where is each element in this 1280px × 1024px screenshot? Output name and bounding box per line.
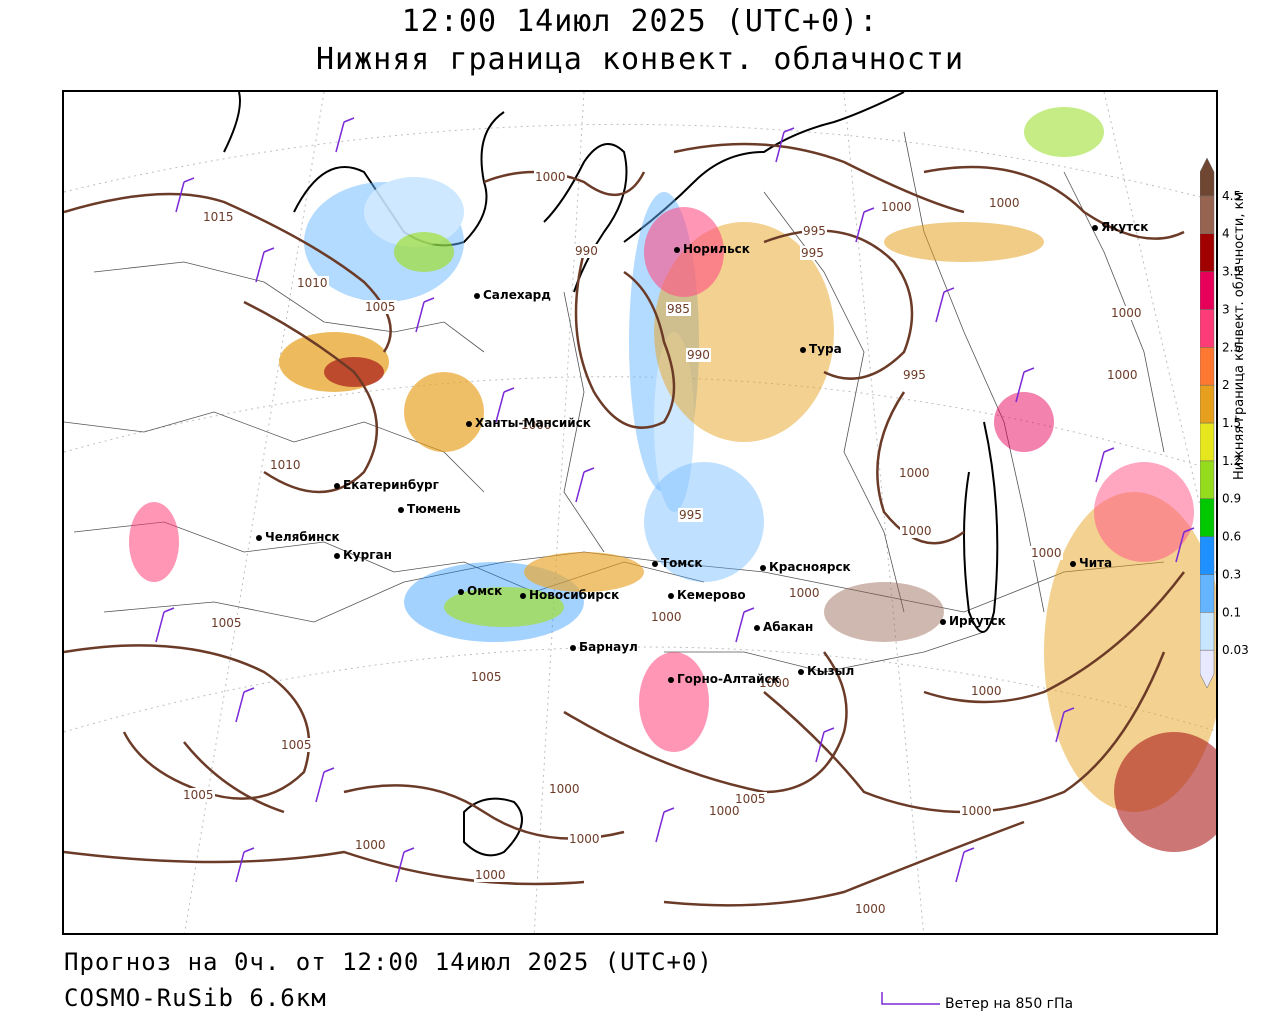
model-caption: COSMO-RuSib 6.6км <box>64 984 327 1012</box>
legend-level-label: 3 <box>1222 302 1230 316</box>
isobar-label: 1000 <box>970 684 1003 698</box>
legend-level-label: 0.1 <box>1222 605 1241 619</box>
isobar-label: 1000 <box>708 804 741 818</box>
city-omsk: Омск <box>458 584 502 598</box>
isobar-label: 1005 <box>280 738 313 752</box>
wind-legend-label: Ветер на 850 гПа <box>945 996 1074 1012</box>
isobar-label: 1000 <box>900 524 933 538</box>
legend-level-label: 0.03 <box>1222 643 1249 657</box>
isobar-label: 1005 <box>364 300 397 314</box>
color-scale-legend: 0.03 0.1 0.3 0.6 0.9 1.2 1.5 2 2.5 3 3.5 4 4.5 <box>1200 158 1249 689</box>
isobar-label: 1000 <box>788 586 821 600</box>
isobar-label: 1000 <box>988 196 1021 210</box>
isobar-label: 1005 <box>210 616 243 630</box>
isobar-label: 1005 <box>470 670 503 684</box>
city-abakan: Абакан <box>754 620 813 634</box>
city-chita: Чита <box>1070 556 1112 570</box>
legend-swatch <box>1200 460 1215 499</box>
map-title-parameter: Нижняя граница конвект. облачности <box>315 42 965 77</box>
legend-level-label: 1.2 <box>1222 454 1241 468</box>
legend-level-label: 0.3 <box>1222 567 1241 581</box>
forecast-caption: Прогноз на 0ч. от 12:00 14июл 2025 (UTC+… <box>64 948 713 976</box>
isobar-label: 1000 <box>1030 546 1063 560</box>
legend-swatch <box>1200 347 1215 386</box>
isobar-label: 1000 <box>898 466 931 480</box>
isobar-label: 990 <box>686 348 711 362</box>
isobar-label: 1010 <box>269 458 302 472</box>
isobar-label: 985 <box>666 302 691 316</box>
legend-level-label: 4 <box>1222 227 1230 241</box>
legend-swatch <box>1200 612 1215 651</box>
city-khanty-mansiysk: Ханты-Мансийск <box>466 416 591 430</box>
legend-swatch <box>1200 158 1215 197</box>
wind-barb-legend-icon <box>881 992 940 1005</box>
city-salekhard: Салехард <box>474 288 551 302</box>
city-norilsk: Норильск <box>674 242 750 256</box>
legend-swatch <box>1200 384 1215 424</box>
isobar-label: 1000 <box>650 610 683 624</box>
isobar-label: 1000 <box>854 902 887 916</box>
city-tura: Тура <box>800 342 842 356</box>
isobar-label: 995 <box>800 246 825 260</box>
legend-swatch <box>1200 649 1215 689</box>
isobar-label: 1015 <box>202 210 235 224</box>
legend-swatch <box>1200 309 1215 348</box>
map-title-time: 12:00 14июл 2025 (UTC+0): <box>401 4 879 39</box>
city-tomsk: Томск <box>652 556 703 570</box>
legend-swatch <box>1200 271 1215 310</box>
legend-level-label: 2.5 <box>1222 340 1241 354</box>
isobar-label: 1010 <box>296 276 329 290</box>
isobar-label: 1000 <box>474 868 507 882</box>
isobar-label: 995 <box>678 508 703 522</box>
isobar-label: 1000 <box>520 418 553 432</box>
legend-level-label: 2 <box>1222 378 1230 392</box>
isobars <box>64 142 1185 907</box>
isobar-label: 1000 <box>880 200 913 214</box>
city-kurgan: Курган <box>334 548 392 562</box>
map-canvas <box>64 92 1216 933</box>
isobar-label: 1000 <box>548 782 581 796</box>
weather-map[interactable]: 1015 1010 1010 1005 1005 1005 1005 1005 … <box>62 90 1218 935</box>
legend-swatch <box>1200 498 1215 537</box>
legend-level-label: 4.5 <box>1222 189 1241 203</box>
isobar-label: 995 <box>902 368 927 382</box>
city-kyzyl: Кызыл <box>798 664 854 678</box>
isobar-label: 1000 <box>354 838 387 852</box>
city-krasnoyarsk: Красноярск <box>760 560 851 574</box>
isobar-label: 995 <box>802 224 827 238</box>
wind-barbs <box>155 117 1195 883</box>
legend-swatch <box>1200 195 1215 234</box>
city-barnaul: Барнаул <box>570 640 638 654</box>
city-novosibirsk: Новосибирск <box>520 588 619 602</box>
isobar-label: 1005 <box>734 792 767 806</box>
graticule <box>64 92 1216 933</box>
city-chelyabinsk: Челябинск <box>256 530 340 544</box>
legend-title: Нижняя граница конвект. облачности, км <box>1232 191 1247 480</box>
legend-swatch <box>1200 233 1215 272</box>
legend-level-label: 0.6 <box>1222 530 1241 544</box>
legend-swatch <box>1200 574 1215 613</box>
legend-level-label: 3.5 <box>1222 265 1241 279</box>
isobar-label: 1000 <box>960 804 993 818</box>
isobar-label: 1005 <box>182 788 215 802</box>
city-yekaterinburg: Екатеринбург <box>334 478 439 492</box>
legend-swatch <box>1200 536 1215 575</box>
legend-level-label: 0.9 <box>1222 492 1241 506</box>
isobar-label: 1000 <box>534 170 567 184</box>
city-gorno-altaysk: Горно-Алтайск <box>668 672 780 686</box>
legend-swatch <box>1200 422 1215 462</box>
isobar-label: 990 <box>574 244 599 258</box>
isobar-label: 1000 <box>758 676 791 690</box>
isobar-label: 1000 <box>568 832 601 846</box>
city-irkutsk: Иркутск <box>940 614 1006 628</box>
city-yakutsk: Якутск <box>1092 220 1148 234</box>
cloud-field <box>129 107 1216 852</box>
city-tyumen: Тюмень <box>398 502 461 516</box>
city-kemerovo: Кемерово <box>668 588 746 602</box>
legend-level-label: 1.5 <box>1222 416 1241 430</box>
isobar-label: 1000 <box>1106 368 1139 382</box>
isobar-label: 1000 <box>1110 306 1143 320</box>
